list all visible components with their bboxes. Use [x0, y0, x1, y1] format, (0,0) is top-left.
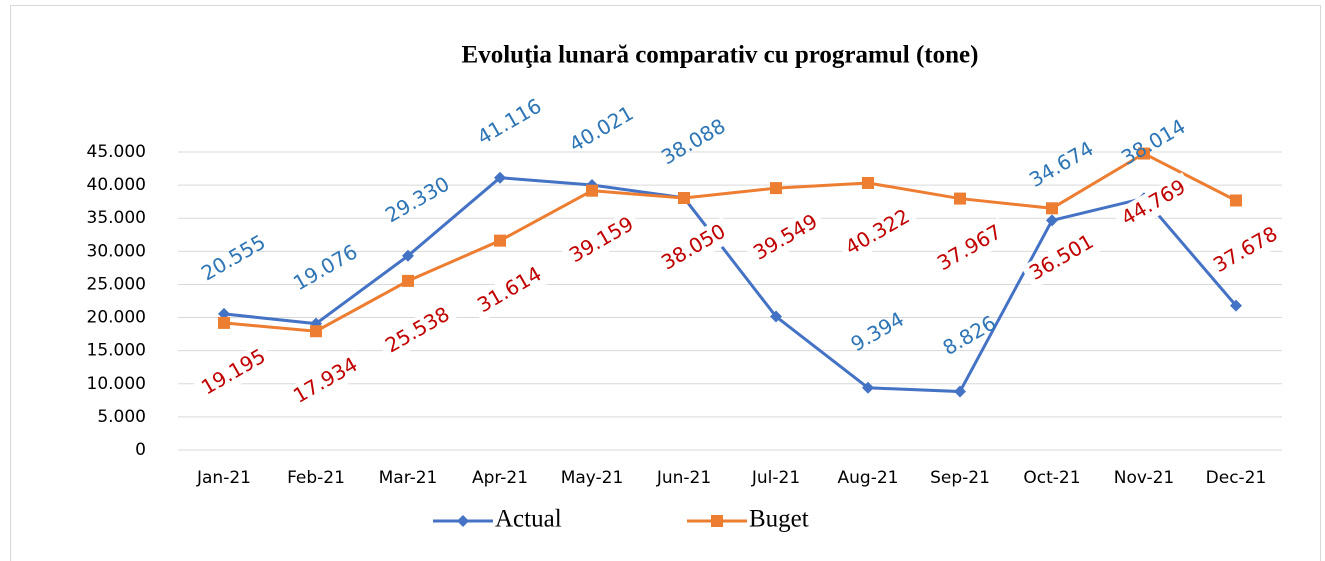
marker — [1046, 202, 1058, 215]
marker — [402, 274, 414, 287]
data-label: 40.322 — [836, 201, 920, 265]
marker — [770, 310, 782, 323]
data-label-text: 9.394 — [846, 307, 908, 356]
y-tick-label: 35.000 — [87, 208, 146, 228]
data-label-bg — [652, 216, 736, 280]
y-tick-label: 5.000 — [97, 407, 146, 427]
data-label: 17.934 — [284, 349, 368, 413]
data-label-text: 40.021 — [565, 101, 638, 157]
data-label-bg — [744, 206, 828, 270]
data-label: 40.021 — [565, 101, 638, 157]
marker — [586, 184, 598, 197]
marker — [1046, 214, 1058, 227]
data-label-bg — [1112, 172, 1196, 235]
legend-label: Actual — [495, 506, 562, 533]
data-label: 31.614 — [468, 259, 552, 322]
data-label-bg — [836, 201, 920, 265]
x-tick-label: Nov-21 — [1114, 468, 1175, 488]
data-label-bg — [376, 299, 460, 363]
x-tick-label: Dec-21 — [1206, 468, 1267, 488]
marker — [402, 249, 414, 262]
data-label-text: 34.674 — [1025, 136, 1098, 192]
y-tick-label: 25.000 — [87, 274, 146, 294]
data-label-bg — [1204, 219, 1288, 282]
data-label-bg — [1020, 227, 1104, 290]
marker — [218, 307, 230, 320]
y-tick-label: 40.000 — [87, 175, 146, 195]
data-label: 20.555 — [197, 230, 270, 286]
marker — [1138, 147, 1150, 160]
data-label: 34.674 — [1025, 136, 1098, 192]
marker — [310, 325, 322, 338]
data-label-text: 29.330 — [381, 172, 454, 228]
chart-title: Evoluţia lunară comparativ cu programul … — [462, 42, 979, 69]
x-tick-label: Jan-21 — [196, 468, 251, 488]
legend-label: Buget — [749, 506, 809, 533]
data-label-bg — [284, 349, 368, 413]
x-tick-label: Apr-21 — [472, 468, 528, 488]
data-label: 19.076 — [289, 239, 362, 295]
marker — [954, 192, 966, 205]
marker — [770, 182, 782, 195]
marker — [494, 234, 506, 247]
marker — [954, 385, 966, 398]
x-tick-label: Oct-21 — [1023, 468, 1080, 488]
legend-marker — [711, 515, 723, 527]
marker — [1230, 299, 1242, 312]
data-label: 39.549 — [744, 206, 828, 270]
data-label-text: 20.555 — [197, 230, 270, 286]
series-line — [223, 151, 1237, 333]
marker — [862, 381, 874, 394]
y-tick-label: 30.000 — [87, 241, 146, 261]
data-label-text: 38.088 — [657, 114, 730, 170]
series-line — [223, 176, 1238, 394]
marker — [494, 171, 506, 184]
data-label-text: 41.116 — [473, 94, 546, 150]
data-label-bg — [560, 209, 644, 272]
x-tick-label: Aug-21 — [838, 468, 899, 488]
x-tick-label: Mar-21 — [379, 468, 438, 488]
x-tick-label: Jun-21 — [656, 468, 711, 488]
marker — [678, 192, 690, 205]
x-tick-label: Jul-21 — [751, 468, 800, 488]
data-label: 37.678 — [1204, 219, 1288, 282]
data-label: 41.116 — [473, 94, 546, 150]
data-label-bg — [192, 341, 276, 405]
data-label-text: 38.014 — [1117, 114, 1190, 170]
data-label: 25.538 — [376, 299, 460, 363]
data-label: 38.088 — [657, 114, 730, 170]
data-label: 9.394 — [846, 307, 908, 356]
data-label: 38.014 — [1117, 114, 1190, 170]
y-tick-label: 15.000 — [87, 341, 146, 361]
data-label: 29.330 — [381, 172, 454, 228]
y-tick-label: 20.000 — [87, 308, 146, 328]
legend-marker — [457, 515, 469, 527]
marker — [218, 316, 230, 329]
data-label-text: 19.076 — [289, 239, 362, 295]
y-tick-label: 10.000 — [87, 374, 146, 394]
y-tick-label: 45.000 — [87, 142, 146, 162]
marker — [862, 176, 874, 189]
x-tick-label: Sep-21 — [930, 468, 990, 488]
marker — [1230, 194, 1242, 207]
x-tick-label: Feb-21 — [287, 468, 345, 488]
data-label-bg — [928, 217, 1012, 280]
y-tick-label: 0 — [135, 440, 146, 460]
x-tick-label: May-21 — [561, 468, 624, 488]
data-label-bg — [468, 259, 552, 322]
chart-frame — [10, 5, 1321, 561]
data-label: 37.967 — [928, 217, 1012, 280]
